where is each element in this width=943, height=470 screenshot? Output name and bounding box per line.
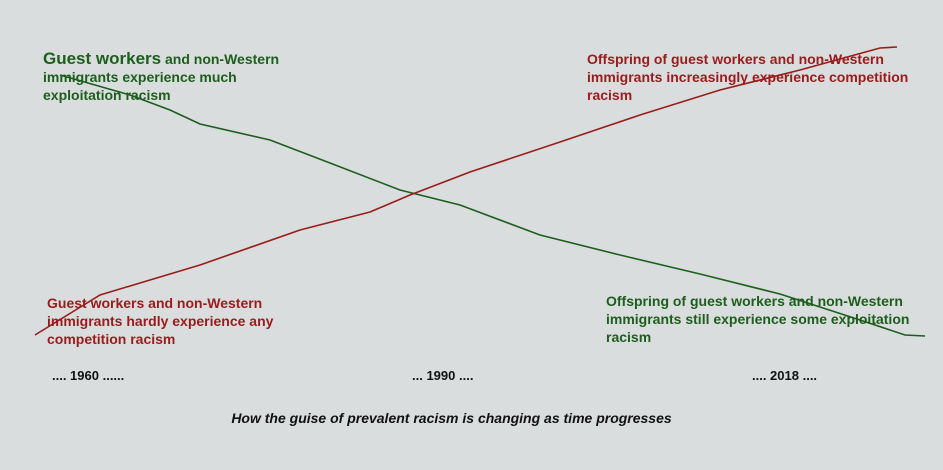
time-label-1990: ... 1990 .... bbox=[412, 368, 474, 383]
exploitation-racism-line bbox=[59, 74, 926, 337]
label-bottom-right: Offspring of guest workers and non-Weste… bbox=[606, 293, 910, 345]
label-bottom-left: Guest workers and non-Western immigrants… bbox=[47, 295, 274, 347]
label-top-right: Offspring of guest workers and non-Weste… bbox=[587, 51, 909, 103]
label-top-left: Guest workers and non-Western immigrants… bbox=[43, 50, 303, 104]
competition-racism-line bbox=[34, 46, 898, 336]
label-top-left-heading: Guest workers bbox=[43, 49, 162, 68]
time-label-1960: .... 1960 ...... bbox=[52, 368, 125, 383]
caption: How the guise of prevalent racism is cha… bbox=[231, 410, 672, 426]
time-label-2018: .... 2018 .... bbox=[752, 368, 818, 383]
label-top-left-text: and non-Western immigrants experience mu… bbox=[43, 51, 280, 103]
